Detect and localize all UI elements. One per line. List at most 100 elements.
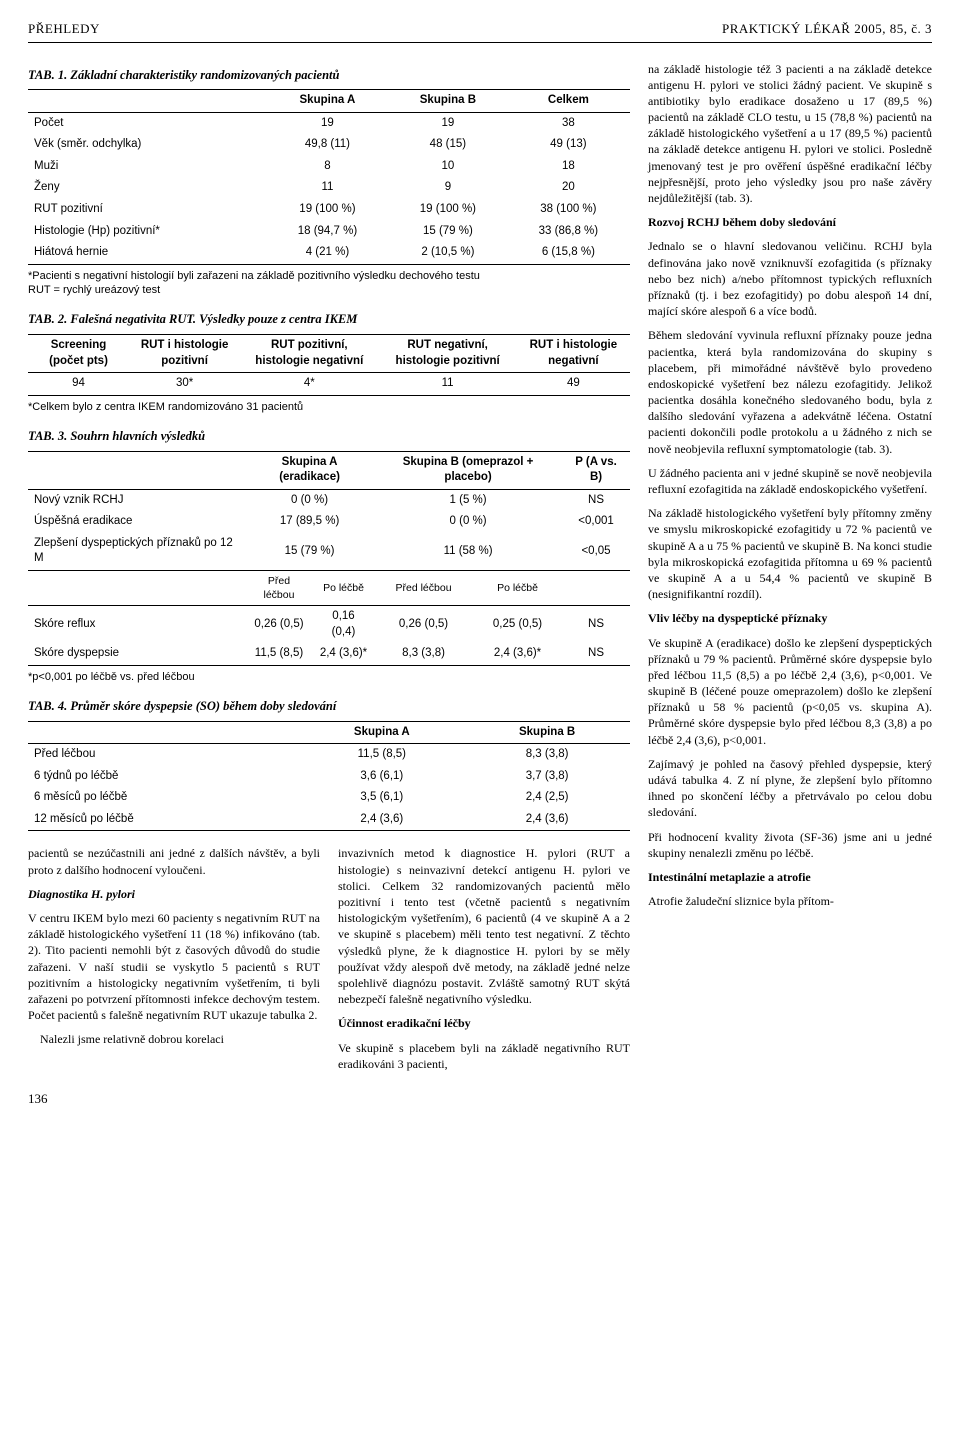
table-cell: Po léčbě [313, 570, 374, 605]
table-cell: 6 (15,8 %) [507, 242, 630, 264]
table-cell: 2 (10,5 %) [389, 242, 507, 264]
table-cell: Úspěšná eradikace [28, 511, 245, 533]
table-cell: 8,3 (3,8) [464, 744, 630, 766]
body-p: Ve skupině A (eradikace) došlo ke zlepše… [648, 635, 932, 748]
body-subhead: Intestinální metaplazie a atrofie [648, 869, 932, 885]
table-cell: 3,5 (6,1) [299, 787, 464, 809]
body-subhead: Účinnost eradikační léčby [338, 1015, 630, 1031]
tab4-table: Skupina A Skupina B Před léčbou11,5 (8,5… [28, 721, 630, 832]
table-cell: 19 [266, 112, 389, 134]
table-cell: Před léčbou [374, 570, 473, 605]
tab2-h1: RUT i histologie pozitivní [129, 335, 240, 373]
table-cell: 6 týdnů po léčbě [28, 766, 299, 788]
table-cell: Histologie (Hp) pozitivní* [28, 221, 266, 243]
tab4-h1: Skupina A [299, 721, 464, 744]
body-p: na základě histologie též 3 pacienti a n… [648, 61, 932, 207]
body-p: pacientů se nezúčastnili ani jedné z dal… [28, 845, 320, 877]
tab4-h2: Skupina B [464, 721, 630, 744]
tab1-h0 [28, 90, 266, 113]
table-cell: 33 (86,8 %) [507, 221, 630, 243]
table-cell: 15 (79 %) [245, 533, 374, 571]
tab2-h2: RUT pozitivní, histologie negativní [240, 335, 378, 373]
tab3-h3: P (A vs. B) [562, 451, 630, 489]
table-cell [28, 570, 245, 605]
table-cell: 38 [507, 112, 630, 134]
table-cell: 2,4 (3,6)* [473, 643, 562, 665]
table-cell: 0,16 (0,4) [313, 606, 374, 644]
table-cell: 8,3 (3,8) [374, 643, 473, 665]
body-p: Nalezli jsme relativně dobrou korelaci [28, 1031, 320, 1047]
table-cell: 49 [517, 373, 630, 396]
table-cell: 2,4 (3,6)* [313, 643, 374, 665]
tab2-title: TAB. 2. Falešná negativita RUT. Výsledky… [28, 311, 630, 328]
table-cell: 0,26 (0,5) [245, 606, 313, 644]
table-cell: 0,25 (0,5) [473, 606, 562, 644]
body-p: Při hodnocení kvality života (SF-36) jsm… [648, 829, 932, 861]
table-cell: 38 (100 %) [507, 199, 630, 221]
table-cell: NS [562, 606, 630, 644]
tab1-note: *Pacienti s negativní histologií byli za… [28, 269, 630, 298]
table-cell: 3,7 (3,8) [464, 766, 630, 788]
body-p: U žádného pacienta ani v jedné skupině s… [648, 465, 932, 497]
body-p: Na základě histologického vyšetření byly… [648, 505, 932, 602]
table-cell [562, 570, 630, 605]
table-cell: Nový vznik RCHJ [28, 489, 245, 511]
table-cell: 19 [389, 112, 507, 134]
tab3-table: Skupina A (eradikace) Skupina B (omepraz… [28, 451, 630, 666]
table-cell: 30* [129, 373, 240, 396]
tab2-h3: RUT negativní, histologie pozitivní [378, 335, 516, 373]
tab3-note: *p<0,001 po léčbě vs. před léčbou [28, 670, 630, 684]
table-cell: 19 (100 %) [389, 199, 507, 221]
table-cell: Před léčbou [245, 570, 313, 605]
table-cell: Skóre dyspepsie [28, 643, 245, 665]
table-cell: 2,4 (3,6) [299, 809, 464, 831]
table-cell: 10 [389, 156, 507, 178]
table-cell: 17 (89,5 %) [245, 511, 374, 533]
table-cell: 49 (13) [507, 134, 630, 156]
body-p: invazivních metod k diagnostice H. pylor… [338, 845, 630, 1007]
tab3-h0 [28, 451, 245, 489]
table-cell: Po léčbě [473, 570, 562, 605]
table-cell: 94 [28, 373, 129, 396]
tab2-table: Screening (počet pts) RUT i histologie p… [28, 334, 630, 396]
body-p: Atrofie žaludeční sliznice byla přítom- [648, 893, 932, 909]
table-cell: 6 měsíců po léčbě [28, 787, 299, 809]
tab1-h2: Skupina B [389, 90, 507, 113]
table-cell: Počet [28, 112, 266, 134]
header-right: PRAKTICKÝ LÉKAŘ 2005, 85, č. 3 [722, 20, 932, 38]
table-cell: Hiátová hernie [28, 242, 266, 264]
table-cell: 48 (15) [389, 134, 507, 156]
body-p: Ve skupině s placebem byli na základě ne… [338, 1040, 630, 1072]
table-cell: 18 [507, 156, 630, 178]
tab2-h4: RUT i histologie negativní [517, 335, 630, 373]
page-number: 136 [28, 1090, 630, 1108]
table-cell: 9 [389, 177, 507, 199]
table-cell: <0,05 [562, 533, 630, 571]
tab3-h2: Skupina B (omeprazol + placebo) [374, 451, 562, 489]
table-cell: 8 [266, 156, 389, 178]
tab4-title: TAB. 4. Průměr skóre dyspepsie (SO) běhe… [28, 698, 630, 715]
tab1-h1: Skupina A [266, 90, 389, 113]
body-p: V centru IKEM bylo mezi 60 pacienty s ne… [28, 910, 320, 1023]
body-subhead: Vliv léčby na dyspeptické příznaky [648, 610, 932, 626]
table-cell: 12 měsíců po léčbě [28, 809, 299, 831]
tab1-table: Skupina A Skupina B Celkem Počet191938 V… [28, 89, 630, 264]
body-subhead: Rozvoj RCHJ během doby sledování [648, 214, 932, 230]
table-cell: 3,6 (6,1) [299, 766, 464, 788]
tab3-h1: Skupina A (eradikace) [245, 451, 374, 489]
table-cell: 15 (79 %) [389, 221, 507, 243]
table-cell: <0,001 [562, 511, 630, 533]
left-body-text: pacientů se nezúčastnili ani jedné z dal… [28, 845, 630, 1071]
table-cell: Ženy [28, 177, 266, 199]
table-cell: Před léčbou [28, 744, 299, 766]
table-cell: NS [562, 643, 630, 665]
header-left: PŘEHLEDY [28, 20, 100, 38]
page-header: PŘEHLEDY PRAKTICKÝ LÉKAŘ 2005, 85, č. 3 [28, 20, 932, 43]
table-cell: 4* [240, 373, 378, 396]
table-cell: 11,5 (8,5) [299, 744, 464, 766]
tab2-h0: Screening (počet pts) [28, 335, 129, 373]
table-cell: NS [562, 489, 630, 511]
table-cell: 0 (0 %) [374, 511, 562, 533]
tab4-h0 [28, 721, 299, 744]
tab2-note: *Celkem bylo z centra IKEM randomizováno… [28, 400, 630, 414]
